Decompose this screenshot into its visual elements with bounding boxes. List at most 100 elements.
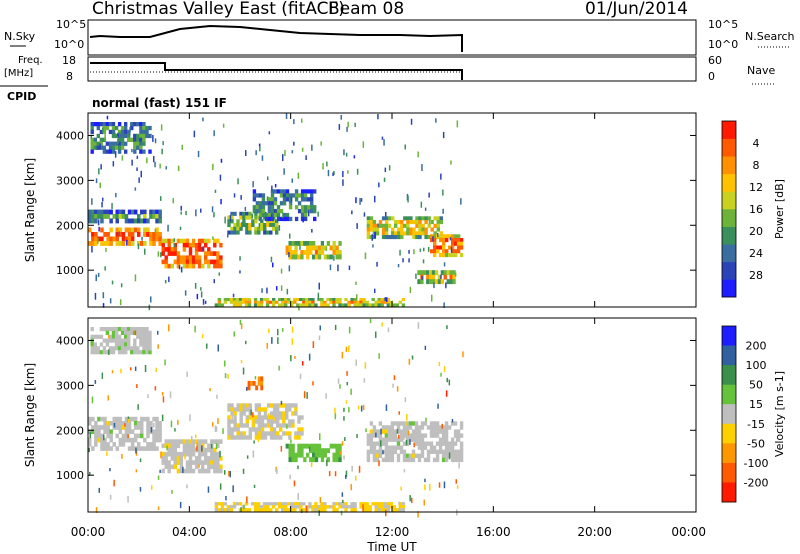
data-cell [406,223,410,228]
data-cell [176,263,181,269]
data-cell [194,247,199,252]
data-cell [440,270,444,276]
data-cell [242,219,246,224]
data-cell [207,456,211,461]
data-cell [459,457,464,463]
data-cell [417,425,422,430]
data-cell [294,411,298,416]
data-cell [266,287,268,294]
data-cell [396,425,401,430]
data-cell [323,245,327,251]
data-cell [433,231,437,236]
data-cell [235,303,240,307]
data-cell [430,249,434,254]
data-cell [113,423,116,428]
data-cell [111,327,116,332]
data-cell [335,245,339,251]
data-cell [276,209,281,214]
data-cell [353,155,356,159]
data-cell [236,403,240,408]
data-cell [348,345,350,353]
data-cell [97,209,101,215]
data-cell [216,443,220,449]
data-cell [258,205,263,210]
data-cell [408,250,410,254]
data-cell [138,177,140,183]
data-cell [317,505,321,509]
data-cell [90,145,94,150]
data-cell [134,330,137,336]
data-cell [406,216,410,221]
data-cell [256,502,261,506]
data-cell [204,242,208,248]
data-cell [305,300,309,304]
data-cell [223,502,228,506]
data-cell [90,350,94,355]
data-cell [426,457,431,463]
data-cell [149,209,153,215]
colorbar-swatch [722,365,736,385]
data-cell [377,223,379,228]
data-cell [382,450,384,455]
data-cell [356,294,358,301]
data-cell [290,502,294,506]
data-cell [386,508,390,512]
data-cell [335,457,339,463]
data-cell [263,223,267,228]
data-cell [200,287,202,291]
data-cell [100,416,104,422]
data-cell [444,429,449,434]
data-cell [257,376,261,382]
data-cell [449,237,452,241]
data-cell [149,236,153,242]
data-cell [109,446,113,451]
data-cell [375,331,377,338]
data-cell [215,443,218,450]
data-cell [245,223,249,228]
data-cell [216,468,220,474]
data-cell [284,298,288,302]
data-cell [204,451,208,457]
data-cell [414,437,419,442]
data-cell [111,202,113,210]
data-cell [271,337,273,344]
data-cell [408,453,413,458]
data-cell [444,437,449,442]
data-cell [281,303,285,307]
data-cell [240,507,242,513]
data-cell [227,415,231,420]
data-cell [280,400,283,405]
data-cell [384,449,389,454]
data-cell [439,231,443,236]
data-cell [275,226,279,231]
data-cell [335,298,339,302]
data-cell [444,425,449,430]
data-cell [398,300,402,304]
data-cell [167,263,171,269]
data-cell [235,298,240,302]
data-cell [118,232,123,237]
data-cell [115,416,119,422]
data-cell [399,421,404,426]
data-cell [247,298,252,302]
data-cell [213,447,217,453]
data-cell [194,242,199,248]
data-cell [317,452,322,458]
data-cell [319,433,321,441]
data-cell [272,219,276,224]
data-cell [409,220,413,225]
data-cell [320,448,325,454]
data-cell [429,483,431,491]
data-cell [133,338,137,343]
data-cell [139,145,143,150]
data-cell [303,197,308,202]
data-cell [170,464,174,470]
data-cell [207,259,211,265]
data-cell [390,425,395,430]
data-cell [182,247,187,252]
data-cell [109,494,112,500]
data-cell [137,446,141,451]
data-cell [445,390,448,397]
data-cell [433,223,437,228]
data-cell [411,429,416,434]
